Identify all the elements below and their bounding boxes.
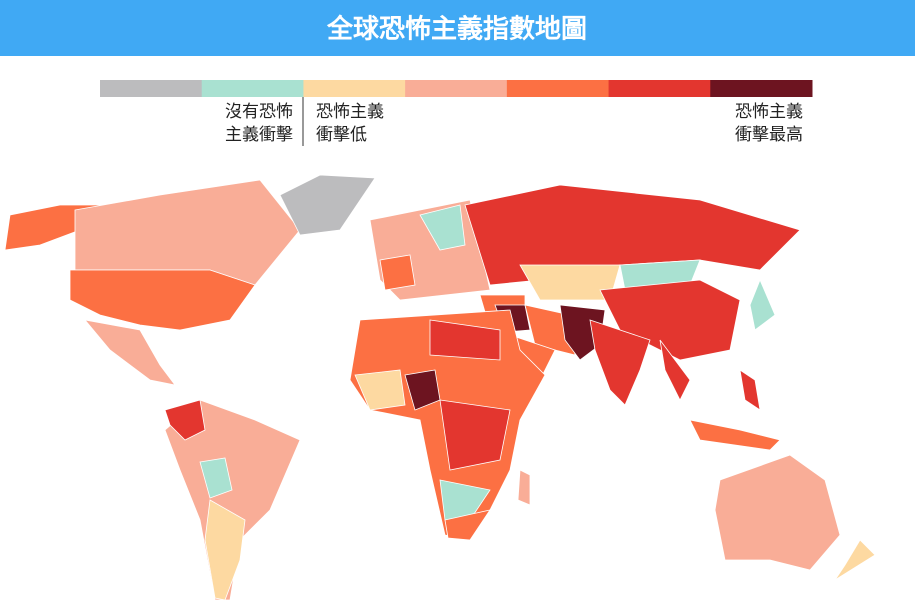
legend-swatch [201, 80, 304, 97]
country [74, 179, 301, 286]
header-bar [0, 0, 915, 56]
legend-swatch [710, 80, 813, 97]
country [739, 369, 761, 411]
country [204, 499, 246, 601]
legend-swatch [506, 80, 610, 97]
country [439, 399, 511, 471]
country [464, 184, 801, 286]
country [164, 399, 301, 601]
legend-label: 衝擊最高 [735, 125, 803, 145]
country [379, 254, 416, 291]
country [199, 457, 233, 499]
country [559, 304, 606, 361]
legend-label: 恐怖主義 [735, 102, 803, 122]
country [429, 319, 501, 361]
country [444, 509, 491, 541]
country [517, 469, 531, 506]
country [749, 278, 776, 331]
country [714, 454, 841, 571]
country [164, 399, 206, 441]
country [354, 369, 406, 411]
legend-label: 主義衝擊 [225, 125, 293, 145]
country [69, 269, 256, 331]
legend-label: 衝擊低 [316, 125, 367, 145]
legend [100, 80, 813, 97]
country [589, 319, 651, 406]
country [419, 204, 466, 251]
legend-label: 沒有恐怖 [225, 102, 293, 122]
legend-swatch [100, 80, 203, 97]
legend-swatch [608, 80, 711, 97]
country [689, 419, 781, 451]
legend-swatch [303, 80, 406, 97]
legend-label: 恐怖主義 [316, 102, 384, 122]
legend-swatch [405, 80, 508, 97]
country [83, 319, 176, 386]
title: 全球恐怖主義指數地圖 [326, 14, 587, 45]
world-map [4, 174, 876, 601]
country [279, 174, 376, 236]
country [659, 339, 691, 401]
country [834, 539, 876, 581]
